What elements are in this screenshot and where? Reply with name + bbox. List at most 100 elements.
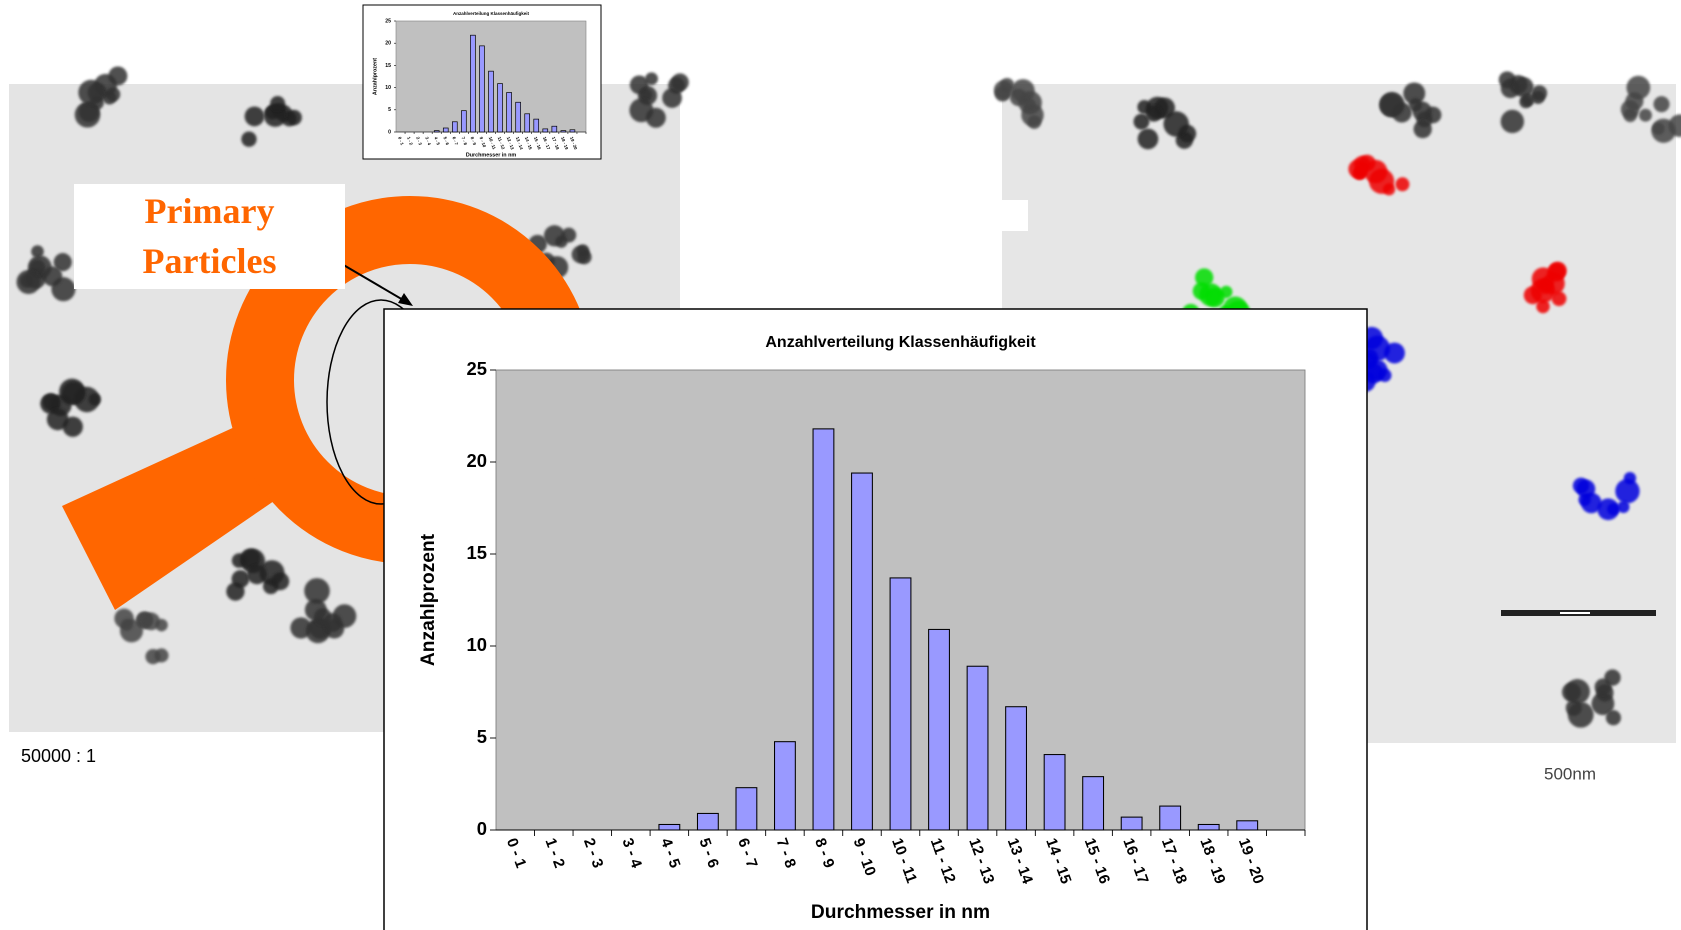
bar (1197, 823, 1220, 831)
particle (1500, 109, 1525, 134)
y-tick-label: 25 (467, 358, 487, 379)
particle (1133, 113, 1150, 130)
x-tick-label: 1 - 2 (406, 136, 414, 146)
particle (1523, 286, 1542, 305)
x-tick-label: 0 - 1 (397, 136, 405, 146)
bar (1120, 816, 1143, 831)
particle (108, 66, 128, 86)
bar (506, 92, 512, 133)
particle (120, 618, 133, 631)
bar (812, 428, 835, 831)
particle (1567, 701, 1594, 728)
particle (88, 393, 101, 406)
x-tick-label: 9 - 10 (479, 136, 488, 149)
particle (1536, 299, 1550, 314)
particle (1617, 500, 1630, 514)
particle (46, 408, 69, 431)
particle (1551, 291, 1567, 307)
bar (774, 741, 796, 831)
particle (1413, 119, 1432, 139)
particle (74, 101, 101, 128)
bar (696, 812, 719, 831)
x-tick-label: 15 - 16 (533, 136, 542, 151)
particle (1639, 108, 1652, 122)
scale-bar (1501, 610, 1656, 616)
particle (1653, 96, 1670, 113)
bar (1159, 805, 1182, 831)
x-tick-label: 6 - 7 (451, 136, 459, 146)
particle (645, 72, 658, 86)
bar (889, 577, 912, 831)
particle (1403, 82, 1426, 105)
bar (497, 83, 503, 133)
bar (966, 665, 989, 831)
bar (1043, 754, 1066, 831)
particle (270, 96, 286, 112)
particle (1576, 479, 1596, 499)
bar (1236, 820, 1259, 831)
scale-label: 500nm (1544, 764, 1596, 783)
bar (524, 113, 530, 133)
particle (247, 564, 267, 585)
x-tick-label: 16 - 17 (542, 136, 551, 151)
bar (735, 787, 758, 831)
particle (1195, 268, 1214, 287)
x-tick-label: 2 - 3 (415, 136, 423, 146)
bar (488, 70, 494, 133)
particle (105, 87, 121, 102)
chart: Anzahlverteilung Klassenhäufigkeit 0 5 10 15… (383, 308, 1368, 930)
particle (1137, 128, 1159, 150)
particle (1521, 92, 1535, 107)
particle (1626, 75, 1651, 100)
bar (569, 129, 576, 133)
scale-bar-mark (1560, 612, 1590, 614)
magnification: 50000 : 1 (21, 746, 97, 766)
bar (461, 110, 467, 133)
particle (1668, 114, 1681, 137)
magnifier-handle (62, 420, 290, 610)
annotation: Primary Particles (74, 184, 345, 289)
y-axis-label: Anzahlprozent (418, 533, 439, 666)
y-tick-label: 0 (388, 129, 391, 135)
y-axis-label: Anzahlprozent (372, 58, 378, 95)
particle (304, 578, 330, 604)
bar (442, 127, 449, 133)
particle (1395, 177, 1410, 192)
particle (1363, 159, 1388, 184)
particle (1549, 261, 1567, 280)
particle (61, 381, 86, 405)
x-tick-label: 19 - 20 (569, 136, 578, 151)
particle (1531, 85, 1548, 101)
chart-title: Anzahlverteilung Klassenhäufigkeit (765, 334, 1036, 351)
particle (42, 266, 63, 287)
image-gap (990, 200, 1028, 231)
particle (1605, 710, 1622, 726)
particle (639, 88, 653, 102)
x-axis-label: Durchmesser in nm (466, 152, 517, 158)
x-tick-label: 18 - 19 (560, 136, 569, 151)
particle (1607, 503, 1620, 516)
particle (993, 80, 1013, 100)
particle (1353, 165, 1368, 179)
particle (271, 572, 290, 591)
bar (470, 34, 476, 133)
thumbnail-chart: Anzahlverteilung Klassenhäufigkeit 0 5 10 15… (362, 4, 602, 160)
particle (1594, 678, 1612, 696)
bar (851, 472, 873, 831)
x-tick-label: 5 - 6 (442, 136, 450, 146)
particle (142, 612, 161, 631)
particle (1199, 283, 1223, 307)
particle (662, 88, 682, 108)
particle (154, 648, 169, 663)
x-tick-label: 8 - 9 (470, 136, 478, 146)
y-tick-label: 10 (385, 85, 391, 91)
particle (1379, 92, 1405, 117)
particle (1145, 105, 1163, 122)
particle (1027, 115, 1042, 129)
x-tick-label: 10 - 11 (488, 136, 497, 151)
particle (78, 79, 104, 106)
bar (515, 101, 521, 133)
bar (551, 125, 558, 133)
